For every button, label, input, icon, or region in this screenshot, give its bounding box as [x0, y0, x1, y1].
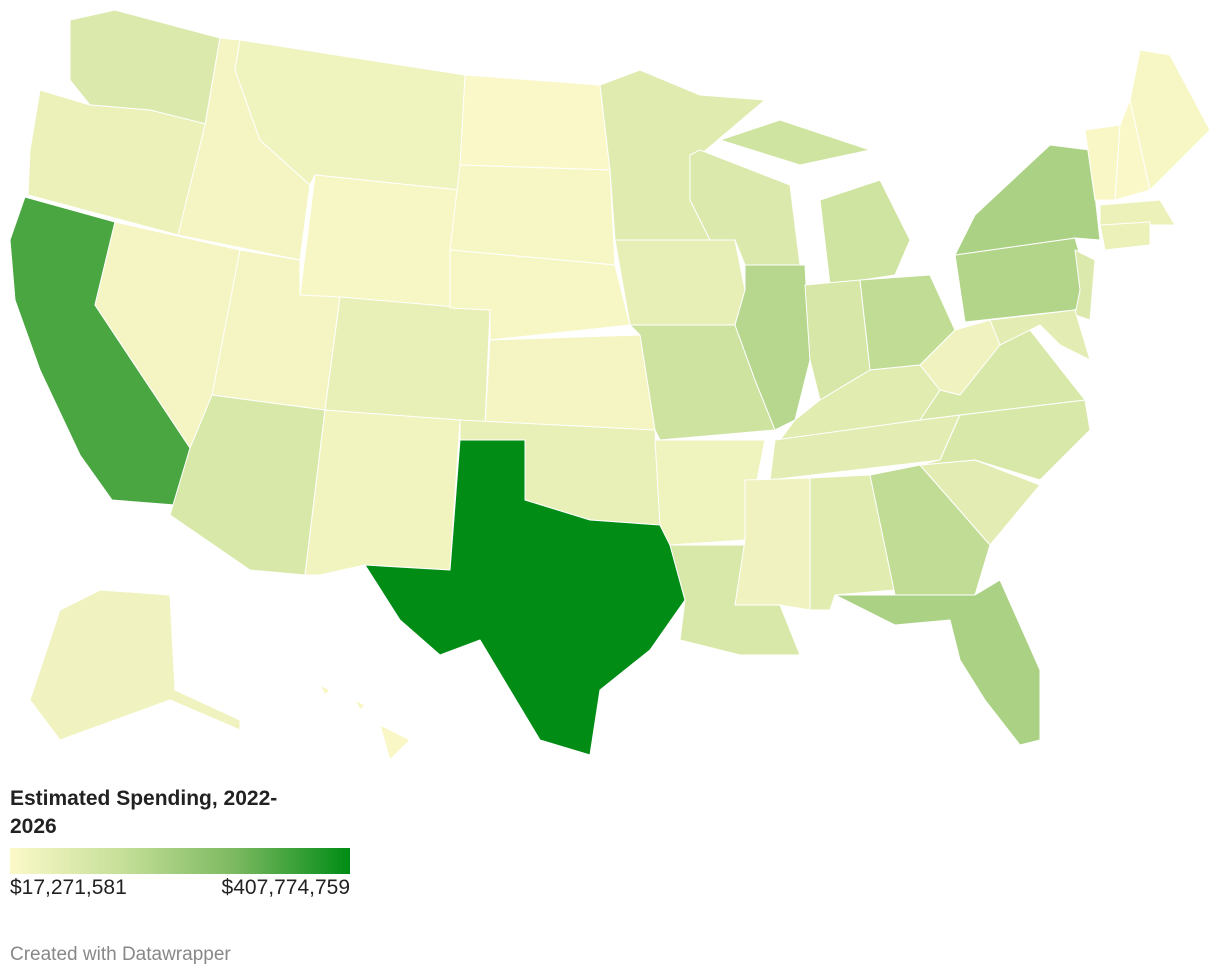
- region: [989, 309, 1091, 361]
- region: [449, 164, 616, 266]
- region: [719, 119, 911, 286]
- credit: Created with Datawrapper: [10, 944, 231, 965]
- legend-min-label: $17,271,581: [10, 876, 127, 899]
- legend-scale: [10, 848, 350, 874]
- region: [319, 684, 411, 761]
- region: [1099, 199, 1176, 226]
- region: [304, 409, 461, 576]
- region: [614, 239, 746, 326]
- region: [869, 464, 991, 596]
- region: [1074, 249, 1096, 321]
- map: [9, 9, 1211, 761]
- region: [324, 296, 491, 426]
- region: [1129, 49, 1211, 191]
- region: [299, 174, 461, 309]
- legend-max-label: $407,774,759: [221, 876, 350, 899]
- legend-title: Estimated Spending, 2022-2026: [10, 787, 278, 838]
- region: [459, 74, 611, 171]
- region: [834, 579, 1041, 746]
- region: [654, 439, 766, 546]
- region: [484, 334, 656, 431]
- region: [1099, 221, 1151, 251]
- region: [734, 477, 811, 611]
- region: [364, 439, 686, 756]
- legend-gradient: [10, 848, 350, 874]
- region: [954, 144, 1101, 256]
- region: [29, 589, 241, 741]
